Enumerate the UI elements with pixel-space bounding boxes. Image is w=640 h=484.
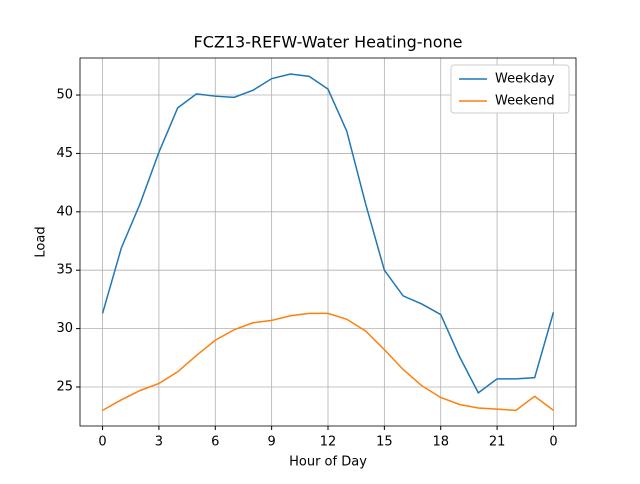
x-tick-label: 21 [489, 435, 506, 450]
x-tick-label: 0 [549, 435, 557, 450]
chart-title: FCZ13-REFW-Water Heating-none [194, 33, 463, 52]
y-axis-label: Load [34, 226, 49, 257]
legend: Weekday Weekend [450, 64, 570, 114]
legend-label: Weekend [495, 94, 555, 109]
y-tick-label: 40 [56, 204, 73, 219]
x-tick-label: 3 [155, 435, 163, 450]
x-axis-label: Hour of Day [289, 455, 367, 470]
data-line [102, 312, 554, 412]
y-tick-label: 25 [56, 379, 73, 394]
y-tick-label: 30 [56, 321, 73, 336]
data-line [101, 73, 555, 394]
y-tick-label: 50 [56, 88, 73, 103]
y-tick-label: 45 [56, 146, 73, 161]
x-tick-label: 6 [211, 435, 219, 450]
y-tick-label: 35 [56, 263, 73, 278]
plot-frame [79, 57, 577, 427]
x-tick-label: 18 [432, 435, 449, 450]
legend-label: Weekday [495, 72, 555, 87]
x-tick-label: 0 [98, 435, 106, 450]
x-tick-label: 12 [320, 435, 337, 450]
x-tick-label: 9 [267, 435, 275, 450]
x-tick-label: 15 [376, 435, 393, 450]
